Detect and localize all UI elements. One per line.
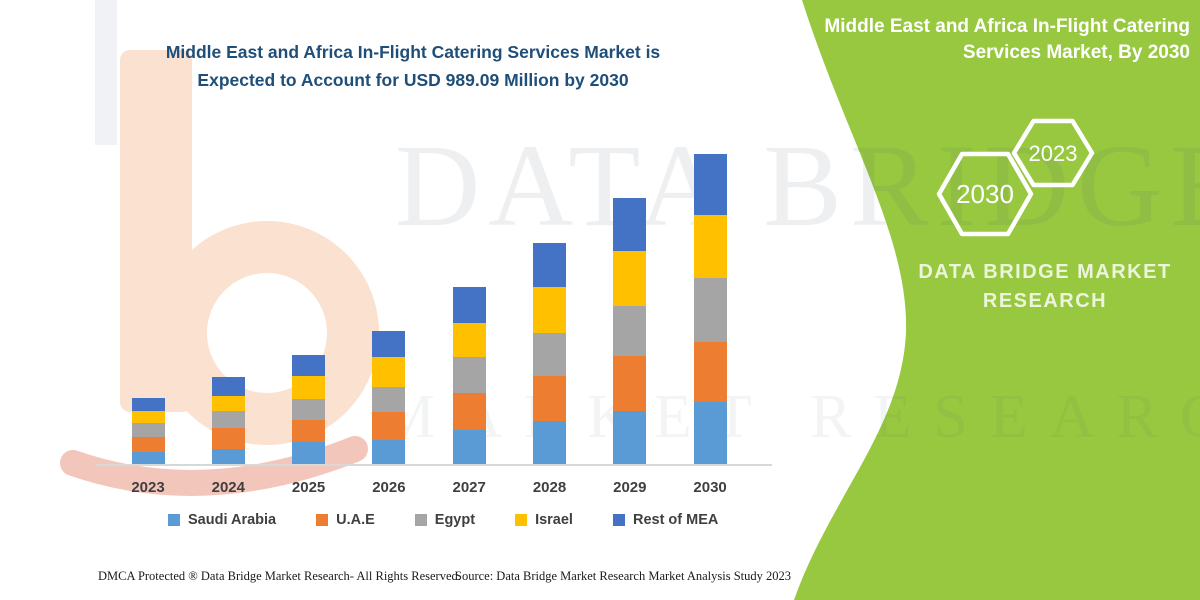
segment-israel-2025 [292,375,326,399]
x-axis-line [95,464,772,466]
hexagon-2030 [936,151,1034,237]
stacked-bar-2028 [533,243,566,465]
legend-swatch-icon [414,514,427,526]
legend-swatch-icon [515,514,528,526]
stacked-bar-2023 [131,398,165,465]
segment-saudi-arabia-2029 [613,410,647,465]
chart-legend: Saudi Arabia U.A.E Egypt Israel Rest of MEA [168,512,718,528]
x-axis-label-2027: 2027 [452,479,486,496]
legend-swatch-icon [316,514,329,526]
legend-item-israel: Israel [515,512,573,528]
segment-u-a-e-2026 [372,412,406,440]
segment-saudi-arabia-2025 [292,442,326,465]
source-note: Source: Data Bridge Market Research Mark… [455,569,792,583]
brand-name: DATA BRIDGE MARKET RESEARCH [905,258,1185,316]
legend-item-rest-of-mea: Rest of MEA [612,512,719,528]
stacked-bar-2029 [613,198,647,465]
segment-u-a-e-2025 [292,420,326,443]
segment-rest-of-mea-2029 [613,198,647,252]
x-axis-label-2025: 2025 [291,479,326,496]
segment-egypt-2029 [613,305,647,357]
brand-line2: RESEARCH [982,290,1108,312]
watermark-market-research: MARKET RESEARCH [380,383,1200,451]
side-panel-title-line2: Services Market, By 2030 [962,41,1190,63]
segment-saudi-arabia-2026 [372,439,406,465]
segment-israel-2026 [372,356,406,387]
x-axis-label-2024: 2024 [211,479,245,496]
legend-label: Saudi Arabia [188,512,277,528]
x-axis-label-2023: 2023 [131,479,165,496]
segment-rest-of-mea-2023 [131,398,165,411]
segment-israel-2023 [131,410,165,424]
legend-swatch-icon [168,514,180,526]
dmca-notice: DMCA Protected ® Data Bridge Market Rese… [98,569,461,583]
legend-label: Israel [535,512,573,528]
segment-egypt-2023 [131,423,165,437]
segment-rest-of-mea-2027 [452,286,486,323]
legend-label: Egypt [434,512,476,528]
segment-saudi-arabia-2024 [211,449,245,465]
segment-rest-of-mea-2025 [292,354,326,376]
stacked-bar-2025 [292,354,326,465]
segment-israel-2030 [693,215,727,279]
stacked-bar-2026 [372,331,406,465]
chart-title-line1: Middle East and Africa In-Flight Caterin… [165,42,661,62]
brand-line1: DATA BRIDGE MARKET [918,261,1172,283]
segment-egypt-2024 [211,410,245,429]
x-axis-label-2028: 2028 [532,479,567,496]
legend-item-u-a-e: U.A.E [316,512,375,528]
forecast-hexagons: 2030 2023 [936,118,1095,237]
stacked-bar-2024 [211,376,245,465]
segment-saudi-arabia-2028 [533,420,566,465]
segment-u-a-e-2027 [452,393,486,431]
legend-item-saudi-arabia: Saudi Arabia [168,512,276,528]
segment-egypt-2026 [372,386,406,413]
segment-u-a-e-2024 [211,428,245,450]
segment-saudi-arabia-2023 [131,451,165,465]
segment-u-a-e-2028 [533,375,566,421]
segment-israel-2024 [211,395,245,411]
side-panel-title-line1: Middle East and Africa In-Flight Caterin… [824,16,1190,37]
legend-label: Rest of MEA [632,512,719,528]
segment-rest-of-mea-2028 [533,243,566,288]
segment-egypt-2028 [533,333,566,376]
segment-israel-2028 [533,287,566,334]
legend-item-egypt: Egypt [414,512,476,528]
segment-saudi-arabia-2027 [452,430,486,465]
segment-rest-of-mea-2024 [211,376,245,396]
legend-swatch-icon [612,514,625,526]
side-panel-title: Middle East and Africa In-Flight Caterin… [818,14,1190,65]
hexagon-2023 [1011,118,1095,188]
segment-rest-of-mea-2030 [693,153,727,215]
x-axis-label-2030: 2030 [693,479,727,496]
segment-saudi-arabia-2030 [693,401,727,465]
segment-u-a-e-2030 [693,341,727,402]
segment-egypt-2030 [693,278,727,342]
chart-title: Middle East and Africa In-Flight Caterin… [130,38,696,94]
x-axis-label-2026: 2026 [372,479,406,496]
segment-u-a-e-2023 [131,436,165,452]
segment-rest-of-mea-2026 [372,331,406,357]
segment-u-a-e-2029 [613,356,647,411]
x-axis-label-2029: 2029 [613,479,647,496]
legend-label: U.A.E [336,512,375,528]
stacked-bar-2027 [452,286,486,465]
chart-title-line2: Expected to Account for USD 989.09 Milli… [197,70,629,90]
segment-egypt-2027 [452,356,486,394]
hexagon-2030-year: 2030 [956,179,1014,209]
segment-israel-2027 [452,322,486,357]
segment-egypt-2025 [292,398,326,421]
segment-israel-2029 [613,251,647,306]
background-band [95,0,117,145]
hexagon-2023-year: 2023 [1029,141,1078,166]
stacked-bar-2030 [693,153,727,465]
